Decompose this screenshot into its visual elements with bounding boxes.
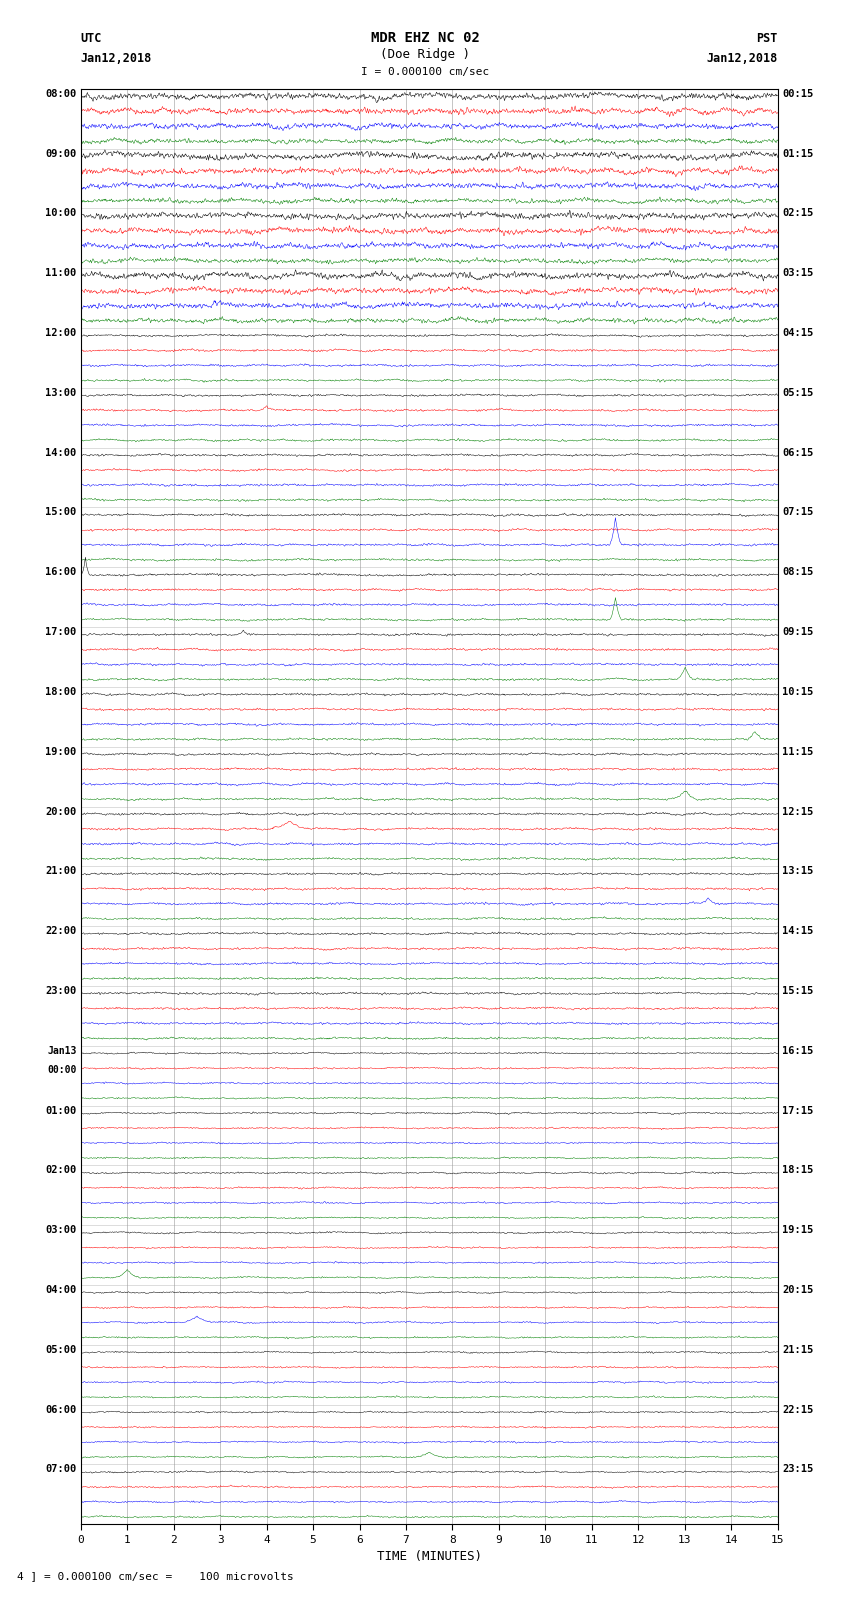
- Text: 08:00: 08:00: [45, 89, 76, 98]
- Text: 02:15: 02:15: [782, 208, 813, 218]
- Text: 20:00: 20:00: [45, 806, 76, 816]
- Text: (Doe Ridge ): (Doe Ridge ): [380, 48, 470, 61]
- Text: Jan12,2018: Jan12,2018: [81, 52, 152, 65]
- Text: 06:00: 06:00: [45, 1405, 76, 1415]
- Text: 05:00: 05:00: [45, 1345, 76, 1355]
- Text: 12:00: 12:00: [45, 327, 76, 339]
- Text: 08:15: 08:15: [782, 568, 813, 577]
- Text: 15:15: 15:15: [782, 986, 813, 995]
- Text: 23:00: 23:00: [45, 986, 76, 995]
- Text: 03:15: 03:15: [782, 268, 813, 277]
- Text: 19:00: 19:00: [45, 747, 76, 756]
- Text: 13:00: 13:00: [45, 387, 76, 398]
- Text: 15:00: 15:00: [45, 508, 76, 518]
- Text: 05:15: 05:15: [782, 387, 813, 398]
- Text: PST: PST: [756, 32, 778, 45]
- Text: 04:00: 04:00: [45, 1286, 76, 1295]
- Text: 09:00: 09:00: [45, 148, 76, 158]
- Text: 4 ] = 0.000100 cm/sec =    100 microvolts: 4 ] = 0.000100 cm/sec = 100 microvolts: [17, 1571, 294, 1581]
- Text: 12:15: 12:15: [782, 806, 813, 816]
- Text: 10:00: 10:00: [45, 208, 76, 218]
- Text: 01:15: 01:15: [782, 148, 813, 158]
- Text: 18:15: 18:15: [782, 1165, 813, 1176]
- Text: 04:15: 04:15: [782, 327, 813, 339]
- Text: 11:00: 11:00: [45, 268, 76, 277]
- Text: MDR EHZ NC 02: MDR EHZ NC 02: [371, 31, 479, 45]
- Text: 21:00: 21:00: [45, 866, 76, 876]
- Text: 23:15: 23:15: [782, 1465, 813, 1474]
- Text: 14:00: 14:00: [45, 447, 76, 458]
- Text: 18:00: 18:00: [45, 687, 76, 697]
- Text: 16:15: 16:15: [782, 1045, 813, 1057]
- Text: 07:00: 07:00: [45, 1465, 76, 1474]
- Text: 00:00: 00:00: [47, 1065, 76, 1076]
- Text: 21:15: 21:15: [782, 1345, 813, 1355]
- Text: 22:15: 22:15: [782, 1405, 813, 1415]
- Text: Jan13: Jan13: [47, 1045, 76, 1057]
- Text: 22:00: 22:00: [45, 926, 76, 936]
- Text: 06:15: 06:15: [782, 447, 813, 458]
- Text: 09:15: 09:15: [782, 627, 813, 637]
- Text: 10:15: 10:15: [782, 687, 813, 697]
- Text: 20:15: 20:15: [782, 1286, 813, 1295]
- Text: 16:00: 16:00: [45, 568, 76, 577]
- Text: 07:15: 07:15: [782, 508, 813, 518]
- X-axis label: TIME (MINUTES): TIME (MINUTES): [377, 1550, 482, 1563]
- Text: 03:00: 03:00: [45, 1226, 76, 1236]
- Text: 11:15: 11:15: [782, 747, 813, 756]
- Text: 00:15: 00:15: [782, 89, 813, 98]
- Text: UTC: UTC: [81, 32, 102, 45]
- Text: 13:15: 13:15: [782, 866, 813, 876]
- Text: 17:15: 17:15: [782, 1105, 813, 1116]
- Text: 01:00: 01:00: [45, 1105, 76, 1116]
- Text: 14:15: 14:15: [782, 926, 813, 936]
- Text: I = 0.000100 cm/sec: I = 0.000100 cm/sec: [361, 68, 489, 77]
- Text: Jan12,2018: Jan12,2018: [706, 52, 778, 65]
- Text: 17:00: 17:00: [45, 627, 76, 637]
- Text: 02:00: 02:00: [45, 1165, 76, 1176]
- Text: 19:15: 19:15: [782, 1226, 813, 1236]
